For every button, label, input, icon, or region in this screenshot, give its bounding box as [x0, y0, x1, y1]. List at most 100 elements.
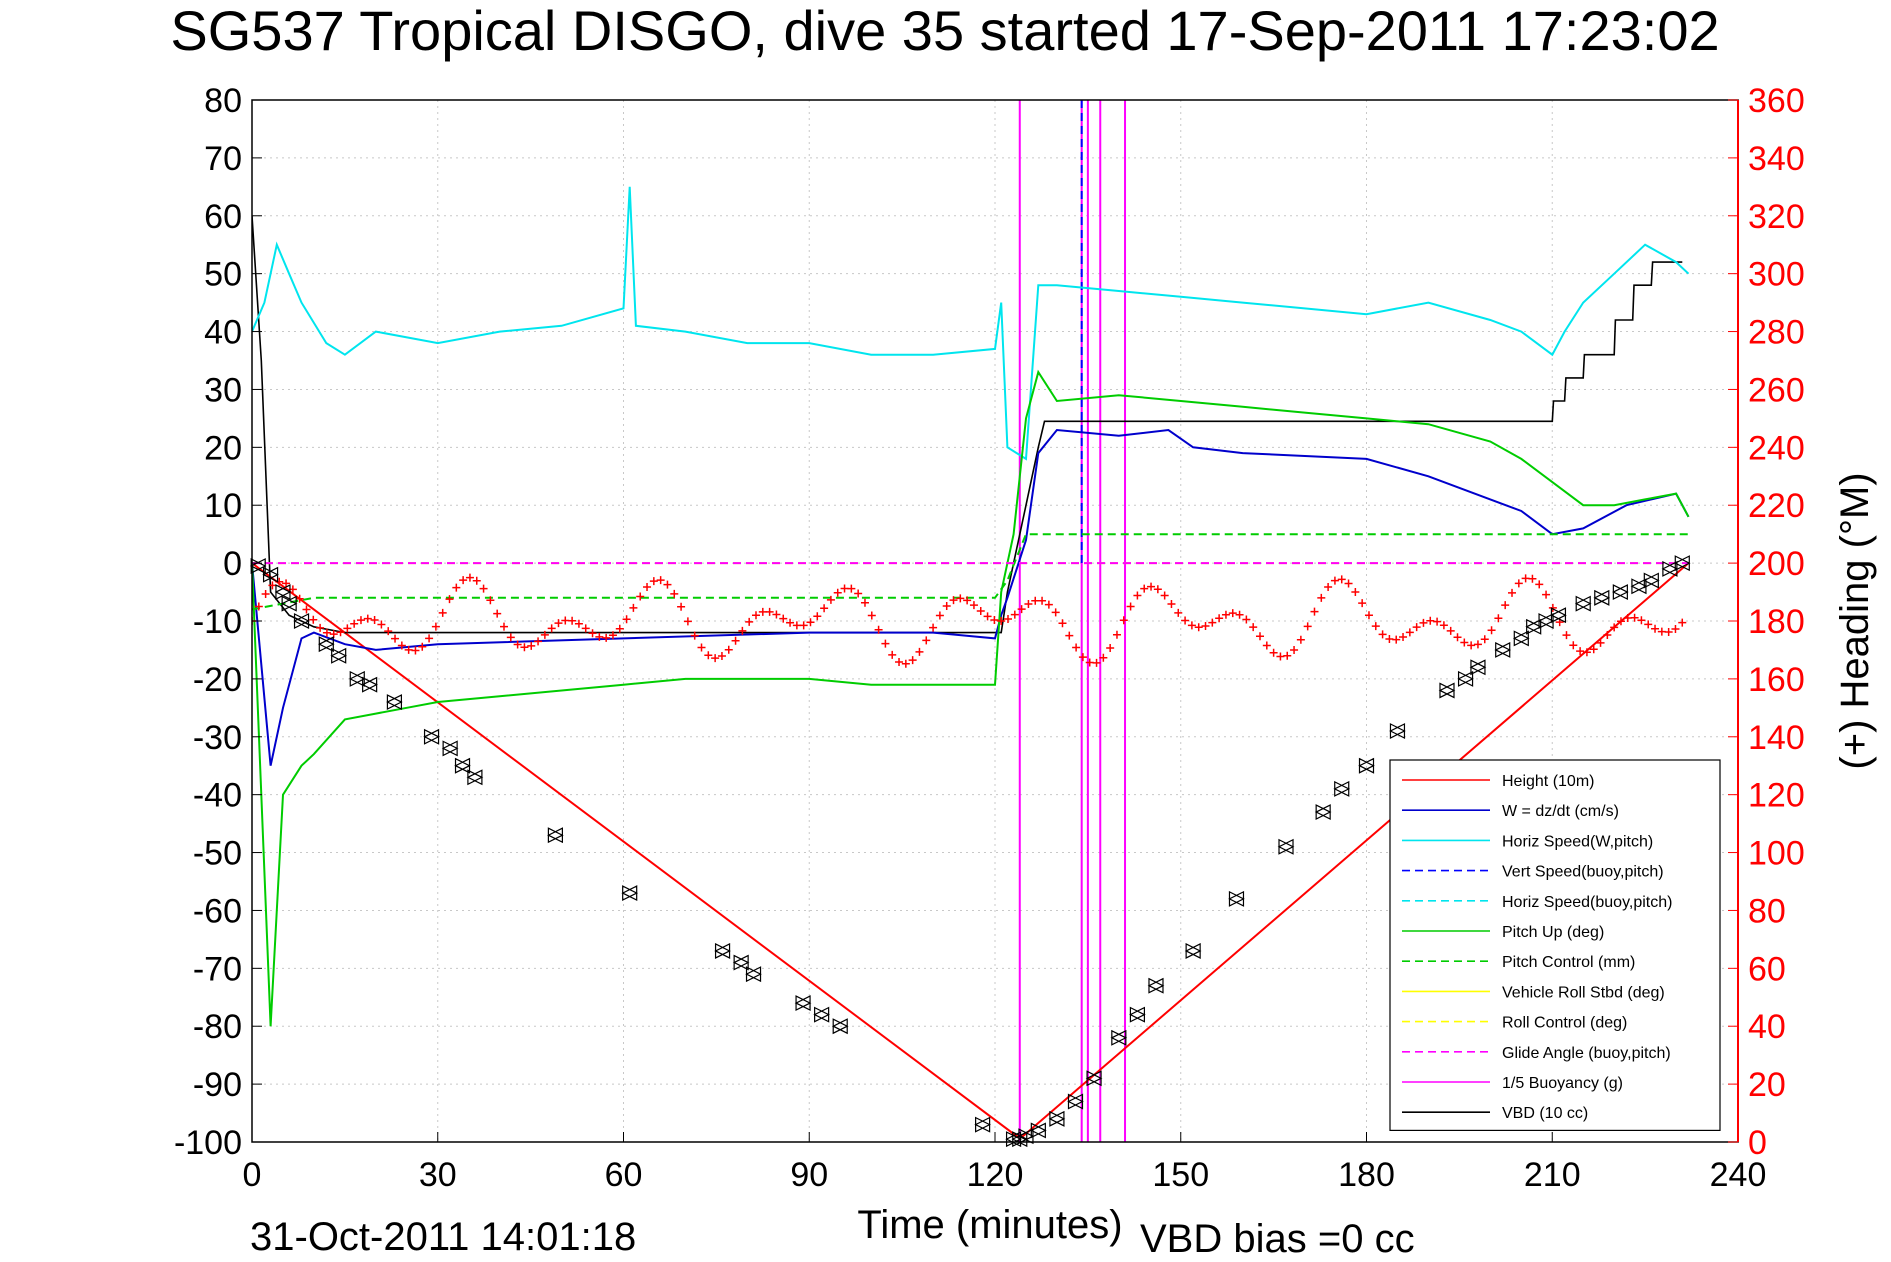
height-marker: [831, 1018, 849, 1035]
heading-point: [1548, 603, 1557, 612]
heading-point: [1644, 620, 1653, 629]
heading-point: [452, 583, 461, 592]
heading-point: [1065, 631, 1074, 640]
heading-point: [602, 633, 611, 642]
heading-point: [956, 594, 965, 603]
heading-point: [384, 627, 393, 636]
heading-series: [252, 573, 1687, 668]
heading-point: [1467, 641, 1476, 650]
heading-point: [663, 580, 672, 589]
heading-point: [350, 619, 359, 628]
heading-point: [615, 624, 624, 633]
legend: Height (10m) W = dz/dt (cm/s) Horiz Speed(…: [1389, 759, 1721, 1131]
heading-point: [779, 614, 788, 623]
heading-point: [1460, 638, 1469, 647]
heading-point: [1058, 619, 1067, 628]
y-tick-label: 50: [204, 256, 242, 294]
heading-point: [282, 579, 291, 588]
heading-point: [935, 611, 944, 620]
height-marker: [330, 647, 348, 664]
heading-point: [1276, 652, 1285, 661]
height-marker: [1469, 659, 1487, 676]
height-marker: [317, 636, 335, 653]
height-marker: [1129, 1006, 1146, 1023]
heading-point: [1024, 599, 1033, 608]
heading-point: [1344, 579, 1353, 588]
heading-point: [1508, 588, 1516, 597]
height-marker: [454, 757, 471, 774]
heading-point: [1010, 610, 1019, 619]
height-marker: [1574, 595, 1592, 612]
heading-point: [867, 611, 876, 620]
height-marker: [1228, 890, 1245, 907]
heading-point: [1174, 608, 1183, 617]
heading-point: [1044, 600, 1053, 609]
heading-point: [336, 628, 345, 637]
heading-point: [309, 615, 318, 624]
heading-point: [1317, 593, 1326, 602]
y-tick-label: -30: [193, 719, 242, 757]
heading-point: [574, 619, 583, 628]
heading-point: [990, 616, 999, 625]
heading-point: [1487, 626, 1496, 635]
height-marker: [249, 558, 267, 574]
heading-point: [1392, 635, 1401, 644]
heading-point: [506, 633, 515, 642]
heading-point: [1194, 623, 1203, 632]
heading-point: [622, 615, 631, 624]
heading-point: [745, 617, 754, 626]
heading-point: [1256, 632, 1264, 641]
right-tick-label: 320: [1748, 198, 1805, 236]
heading-point: [1603, 631, 1612, 640]
right-tick-label: 200: [1748, 545, 1805, 583]
x-axis-ticks: 0 30 60 90 120 150 180 210 240: [243, 1132, 1766, 1194]
heading-point: [554, 619, 563, 628]
heading-point: [649, 577, 658, 586]
heading-point: [1153, 585, 1162, 594]
heading-point: [1303, 622, 1312, 631]
legend-box: [1389, 759, 1721, 1131]
right-tick-label: 80: [1748, 892, 1786, 930]
series-pitch: [252, 369, 1690, 1027]
heading-point: [738, 626, 747, 635]
heading-point: [704, 651, 713, 660]
heading-point: [1283, 651, 1292, 660]
heading-point: [1453, 633, 1462, 642]
heading-point: [1004, 615, 1012, 624]
heading-point: [711, 654, 720, 663]
heading-point: [1106, 643, 1115, 652]
height-marker: [714, 942, 731, 959]
heading-point: [370, 616, 379, 625]
heading-point: [833, 588, 842, 597]
series-w: [252, 428, 1690, 766]
heading-point: [322, 628, 331, 637]
legend-label-height: Height (10m): [1502, 773, 1594, 790]
height-marker: [1314, 804, 1332, 821]
right-tick-label: 240: [1748, 429, 1805, 467]
heading-point: [465, 573, 474, 582]
heading-point: [1589, 645, 1598, 654]
heading-point: [1324, 582, 1333, 591]
heading-point: [1119, 616, 1128, 625]
heading-point: [1330, 576, 1339, 585]
right-tick-label: 20: [1748, 1066, 1786, 1104]
height-marker: [423, 728, 440, 745]
y-tick-label: 0: [223, 545, 242, 583]
heading-point: [922, 636, 931, 645]
height-marker: [293, 613, 310, 629]
heading-point: [391, 634, 400, 643]
right-tick-label: 120: [1748, 777, 1805, 815]
heading-point: [656, 576, 665, 585]
right-tick-label: 160: [1748, 661, 1805, 699]
heading-point: [1364, 611, 1373, 620]
height-marker: [1358, 757, 1375, 774]
height-marker: [274, 584, 292, 601]
right-tick-label: 100: [1748, 835, 1805, 873]
x-tick-label: 90: [790, 1156, 828, 1194]
legend-label-glide: Glide Angle (buoy,pitch): [1502, 1045, 1671, 1062]
heading-point: [1596, 638, 1605, 647]
x-tick-label: 30: [419, 1156, 457, 1194]
heading-point: [854, 589, 863, 598]
height-marker: [1110, 1029, 1128, 1046]
heading-point: [1358, 599, 1367, 608]
